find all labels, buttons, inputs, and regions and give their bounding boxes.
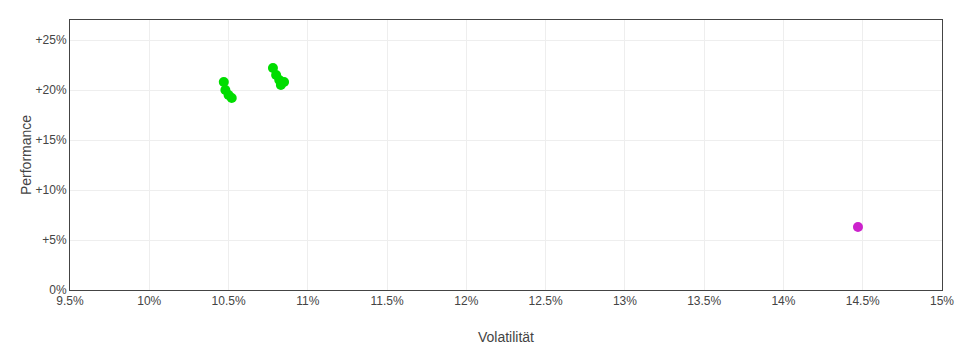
- svg-text:11%: 11%: [296, 294, 319, 308]
- svg-text:14.5%: 14.5%: [846, 294, 880, 308]
- svg-text:13%: 13%: [613, 294, 637, 308]
- svg-text:+10%: +10%: [36, 183, 67, 197]
- svg-text:10%: 10%: [137, 294, 161, 308]
- svg-text:+15%: +15%: [36, 133, 67, 147]
- svg-text:13.5%: 13.5%: [687, 294, 721, 308]
- svg-text:14%: 14%: [771, 294, 795, 308]
- svg-text:+25%: +25%: [36, 33, 67, 47]
- svg-text:12%: 12%: [454, 294, 478, 308]
- svg-text:+20%: +20%: [36, 83, 67, 97]
- svg-text:0%: 0%: [49, 283, 67, 297]
- svg-text:12.5%: 12.5%: [529, 294, 563, 308]
- svg-text:Performance: Performance: [18, 115, 34, 195]
- svg-text:11.5%: 11.5%: [371, 294, 404, 308]
- svg-text:Volatilität: Volatilität: [478, 329, 534, 345]
- svg-text:+5%: +5%: [42, 233, 67, 247]
- svg-text:15%: 15%: [930, 294, 954, 308]
- svg-text:10.5%: 10.5%: [212, 294, 246, 308]
- svg-text:9.5%: 9.5%: [56, 294, 84, 308]
